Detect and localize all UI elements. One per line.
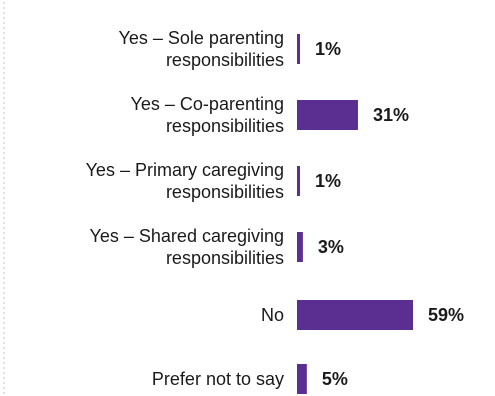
bar-1 [297, 100, 358, 130]
category-label-1-line-0: Yes – Co-parenting [131, 94, 284, 114]
value-label-5: 5% [322, 369, 348, 389]
bar-4 [297, 300, 413, 330]
category-label-0-line-1: responsibilities [166, 50, 284, 70]
category-labels-group: Yes – Sole parentingresponsibilitiesYes … [86, 28, 284, 389]
bar-3 [297, 232, 303, 262]
category-label-3-line-1: responsibilities [166, 248, 284, 268]
bar-0 [297, 34, 300, 64]
bar-2 [297, 166, 300, 196]
value-labels-group: 1% 31% 1% 3% 59% 5% [315, 39, 464, 389]
value-label-1: 31% [373, 105, 409, 125]
category-label-2-line-1: responsibilities [166, 182, 284, 202]
value-label-2: 1% [315, 171, 341, 191]
bar-5 [297, 364, 307, 394]
category-label-2-line-0: Yes – Primary caregiving [86, 160, 284, 180]
value-label-0: 1% [315, 39, 341, 59]
category-label-3-line-0: Yes – Shared caregiving [90, 226, 284, 246]
value-label-4: 59% [428, 305, 464, 325]
value-label-3: 3% [318, 237, 344, 257]
category-label-5-line-0: Prefer not to say [152, 369, 284, 389]
category-label-0-line-0: Yes – Sole parenting [119, 28, 284, 48]
bars-group [297, 34, 413, 394]
category-label-4-line-0: No [261, 305, 284, 325]
category-label-1-line-1: responsibilities [166, 116, 284, 136]
